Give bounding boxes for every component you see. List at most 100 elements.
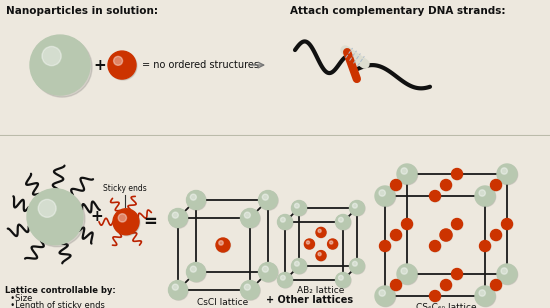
Circle shape [172,212,178,218]
Circle shape [379,241,390,252]
Circle shape [109,52,137,80]
Circle shape [292,258,306,274]
Circle shape [329,241,333,244]
Circle shape [336,215,351,230]
Circle shape [430,191,441,202]
Circle shape [502,219,513,230]
Circle shape [430,290,441,302]
Circle shape [316,228,326,238]
Circle shape [336,214,350,229]
Circle shape [491,180,502,191]
Circle shape [476,287,496,307]
Circle shape [305,239,315,249]
Circle shape [187,263,206,282]
Circle shape [390,180,402,191]
Circle shape [278,273,293,287]
Circle shape [262,194,268,200]
Circle shape [169,281,188,300]
Circle shape [353,261,358,266]
Circle shape [328,239,338,249]
Circle shape [29,191,85,247]
Circle shape [397,164,417,184]
Circle shape [240,281,260,299]
Text: +: + [91,209,103,224]
Circle shape [390,279,402,290]
Circle shape [430,191,441,201]
Circle shape [258,262,278,282]
Circle shape [336,273,350,287]
Circle shape [452,169,463,180]
Circle shape [190,266,196,272]
Circle shape [168,281,188,299]
Circle shape [491,230,502,241]
Circle shape [376,187,395,207]
Circle shape [292,201,306,216]
Circle shape [259,191,278,210]
Circle shape [452,218,463,229]
Text: + Other lattices: + Other lattices [266,295,354,305]
Circle shape [113,209,139,235]
Circle shape [491,280,502,291]
Circle shape [398,165,417,185]
Circle shape [278,214,293,229]
Circle shape [401,168,408,174]
Text: Nanoparticles in solution:: Nanoparticles in solution: [6,6,158,16]
Text: Sticky ends: Sticky ends [103,184,147,193]
Circle shape [244,212,250,218]
Circle shape [480,241,491,252]
Circle shape [292,259,307,274]
Circle shape [479,190,486,196]
Circle shape [27,189,83,245]
Circle shape [306,241,310,244]
Circle shape [216,238,230,252]
Circle shape [259,263,278,282]
Circle shape [401,268,408,274]
Circle shape [350,201,365,216]
Circle shape [452,219,463,230]
Circle shape [375,186,395,206]
Circle shape [294,261,299,266]
Circle shape [397,264,417,284]
Circle shape [501,268,508,274]
Circle shape [498,165,518,185]
Circle shape [169,209,188,228]
Circle shape [498,265,518,285]
Circle shape [338,217,343,222]
Circle shape [316,251,326,261]
Circle shape [452,269,463,280]
Circle shape [316,227,326,237]
Circle shape [318,253,321,256]
Circle shape [42,47,61,66]
Circle shape [479,290,486,296]
Circle shape [475,286,495,306]
Circle shape [258,191,278,209]
Circle shape [391,280,402,291]
Circle shape [280,275,285,280]
Circle shape [294,203,299,208]
Circle shape [452,269,463,279]
Circle shape [349,201,365,216]
Circle shape [390,229,402,241]
Circle shape [441,180,452,191]
Text: +: + [94,58,106,73]
Circle shape [376,287,395,307]
Circle shape [441,180,452,191]
Circle shape [476,187,496,207]
Circle shape [338,275,343,280]
Circle shape [240,209,260,228]
Circle shape [328,239,338,249]
Circle shape [278,273,293,288]
Circle shape [280,217,285,222]
Circle shape [318,229,321,233]
Circle shape [292,201,307,216]
Text: •Length of sticky ends: •Length of sticky ends [5,301,105,308]
Text: •Size: •Size [5,294,32,303]
Circle shape [491,229,502,241]
Circle shape [379,190,386,196]
Circle shape [32,37,92,97]
Circle shape [398,265,417,285]
Circle shape [430,241,441,252]
Circle shape [452,168,463,180]
Circle shape [375,286,395,306]
Circle shape [379,290,386,296]
